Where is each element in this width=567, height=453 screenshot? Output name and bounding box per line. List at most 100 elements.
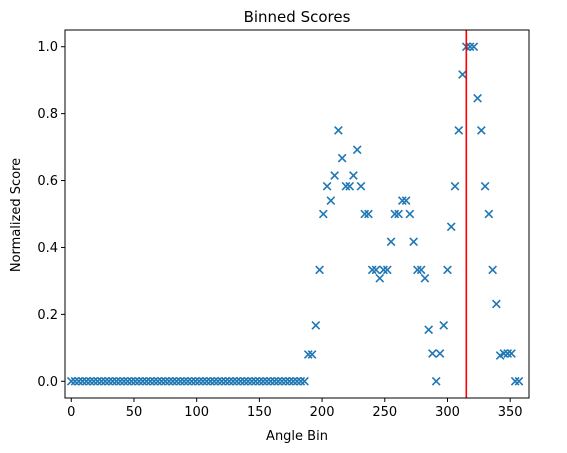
data-point xyxy=(356,181,366,191)
data-point xyxy=(435,349,445,358)
data-point xyxy=(390,209,400,219)
data-point xyxy=(115,376,125,386)
data-point xyxy=(108,376,118,386)
y-tick-label: 0.2 xyxy=(37,308,58,323)
data-point xyxy=(112,376,121,386)
data-point xyxy=(514,376,524,386)
x-tick-label: 150 xyxy=(247,405,272,420)
data-point xyxy=(318,209,328,219)
data-point xyxy=(341,181,351,191)
data-point xyxy=(371,265,381,275)
data-point xyxy=(70,376,80,386)
data-point xyxy=(176,376,185,386)
data-point xyxy=(413,265,422,275)
data-point xyxy=(307,350,317,359)
data-point xyxy=(375,273,385,283)
data-point xyxy=(258,376,268,386)
data-point xyxy=(510,376,520,386)
data-point xyxy=(450,181,460,191)
data-point xyxy=(157,376,166,386)
data-point xyxy=(138,376,148,386)
data-point xyxy=(507,349,516,358)
data-point xyxy=(149,376,159,386)
data-point xyxy=(401,196,411,205)
data-point xyxy=(428,349,437,358)
y-tick-label: 0.4 xyxy=(37,241,58,256)
y-tick-label: 0.0 xyxy=(37,375,58,390)
data-point xyxy=(224,376,234,386)
data-point xyxy=(100,376,110,386)
data-point xyxy=(179,376,189,386)
data-point xyxy=(382,265,392,275)
data-point xyxy=(198,376,208,386)
data-point xyxy=(303,350,313,359)
x-tick-label: 50 xyxy=(126,405,143,420)
data-point xyxy=(473,93,482,103)
data-point xyxy=(315,265,324,275)
y-axis-label: Normalized Score xyxy=(9,158,24,272)
data-point xyxy=(326,196,336,205)
data-point xyxy=(78,376,87,386)
data-point xyxy=(172,376,181,386)
data-point xyxy=(232,376,242,386)
data-point xyxy=(160,376,170,386)
data-point xyxy=(431,376,441,386)
data-point xyxy=(465,42,475,52)
data-point xyxy=(85,376,95,386)
x-tick-label: 350 xyxy=(498,405,523,420)
data-point xyxy=(330,171,339,180)
data-point xyxy=(311,321,321,330)
data-point xyxy=(458,70,467,79)
data-point xyxy=(281,376,291,386)
data-point xyxy=(213,376,223,386)
data-point xyxy=(379,265,388,275)
data-point xyxy=(424,325,434,335)
data-point xyxy=(349,171,358,180)
data-point xyxy=(164,376,174,386)
data-point xyxy=(285,376,294,386)
data-point xyxy=(168,376,178,386)
y-tick-label: 1.0 xyxy=(37,40,58,55)
data-point xyxy=(236,376,245,386)
data-point xyxy=(89,376,99,386)
data-point xyxy=(439,321,449,330)
data-point xyxy=(243,376,253,386)
x-tick-label: 100 xyxy=(184,405,209,420)
data-point xyxy=(405,209,415,219)
data-point xyxy=(247,376,257,386)
plot-frame xyxy=(64,29,530,399)
data-point xyxy=(142,376,151,386)
data-point xyxy=(499,349,509,358)
y-tick-label: 0.6 xyxy=(37,174,58,189)
data-point xyxy=(360,209,370,219)
data-point xyxy=(123,376,133,386)
x-tick-label: 250 xyxy=(372,405,397,420)
data-point xyxy=(251,376,260,386)
data-point xyxy=(97,376,106,386)
data-point xyxy=(503,349,513,358)
data-point xyxy=(409,237,418,247)
data-point xyxy=(255,376,264,386)
data-point xyxy=(266,376,276,386)
y-tick-label: 0.8 xyxy=(37,107,58,122)
data-point xyxy=(239,376,249,386)
data-point xyxy=(228,376,238,386)
axis-ticks: 0 50 100 150 200 250 300 350 0.0 0.2 0.4 0.6 0.8 1.0 xyxy=(37,40,522,420)
x-axis-label: Angle Bin xyxy=(266,429,328,444)
data-point xyxy=(153,376,163,386)
data-point xyxy=(337,153,347,163)
x-tick-label: 300 xyxy=(435,405,460,420)
data-point xyxy=(209,376,219,386)
data-point xyxy=(454,125,464,135)
data-point xyxy=(469,42,479,52)
data-point xyxy=(119,376,129,386)
x-tick-label: 0 xyxy=(67,405,75,420)
data-point xyxy=(81,376,91,386)
data-point xyxy=(476,125,486,135)
data-point xyxy=(296,376,306,386)
data-point xyxy=(345,181,355,191)
data-point xyxy=(446,222,456,232)
data-point xyxy=(420,273,430,283)
data-point xyxy=(367,265,377,275)
data-point xyxy=(292,376,302,386)
